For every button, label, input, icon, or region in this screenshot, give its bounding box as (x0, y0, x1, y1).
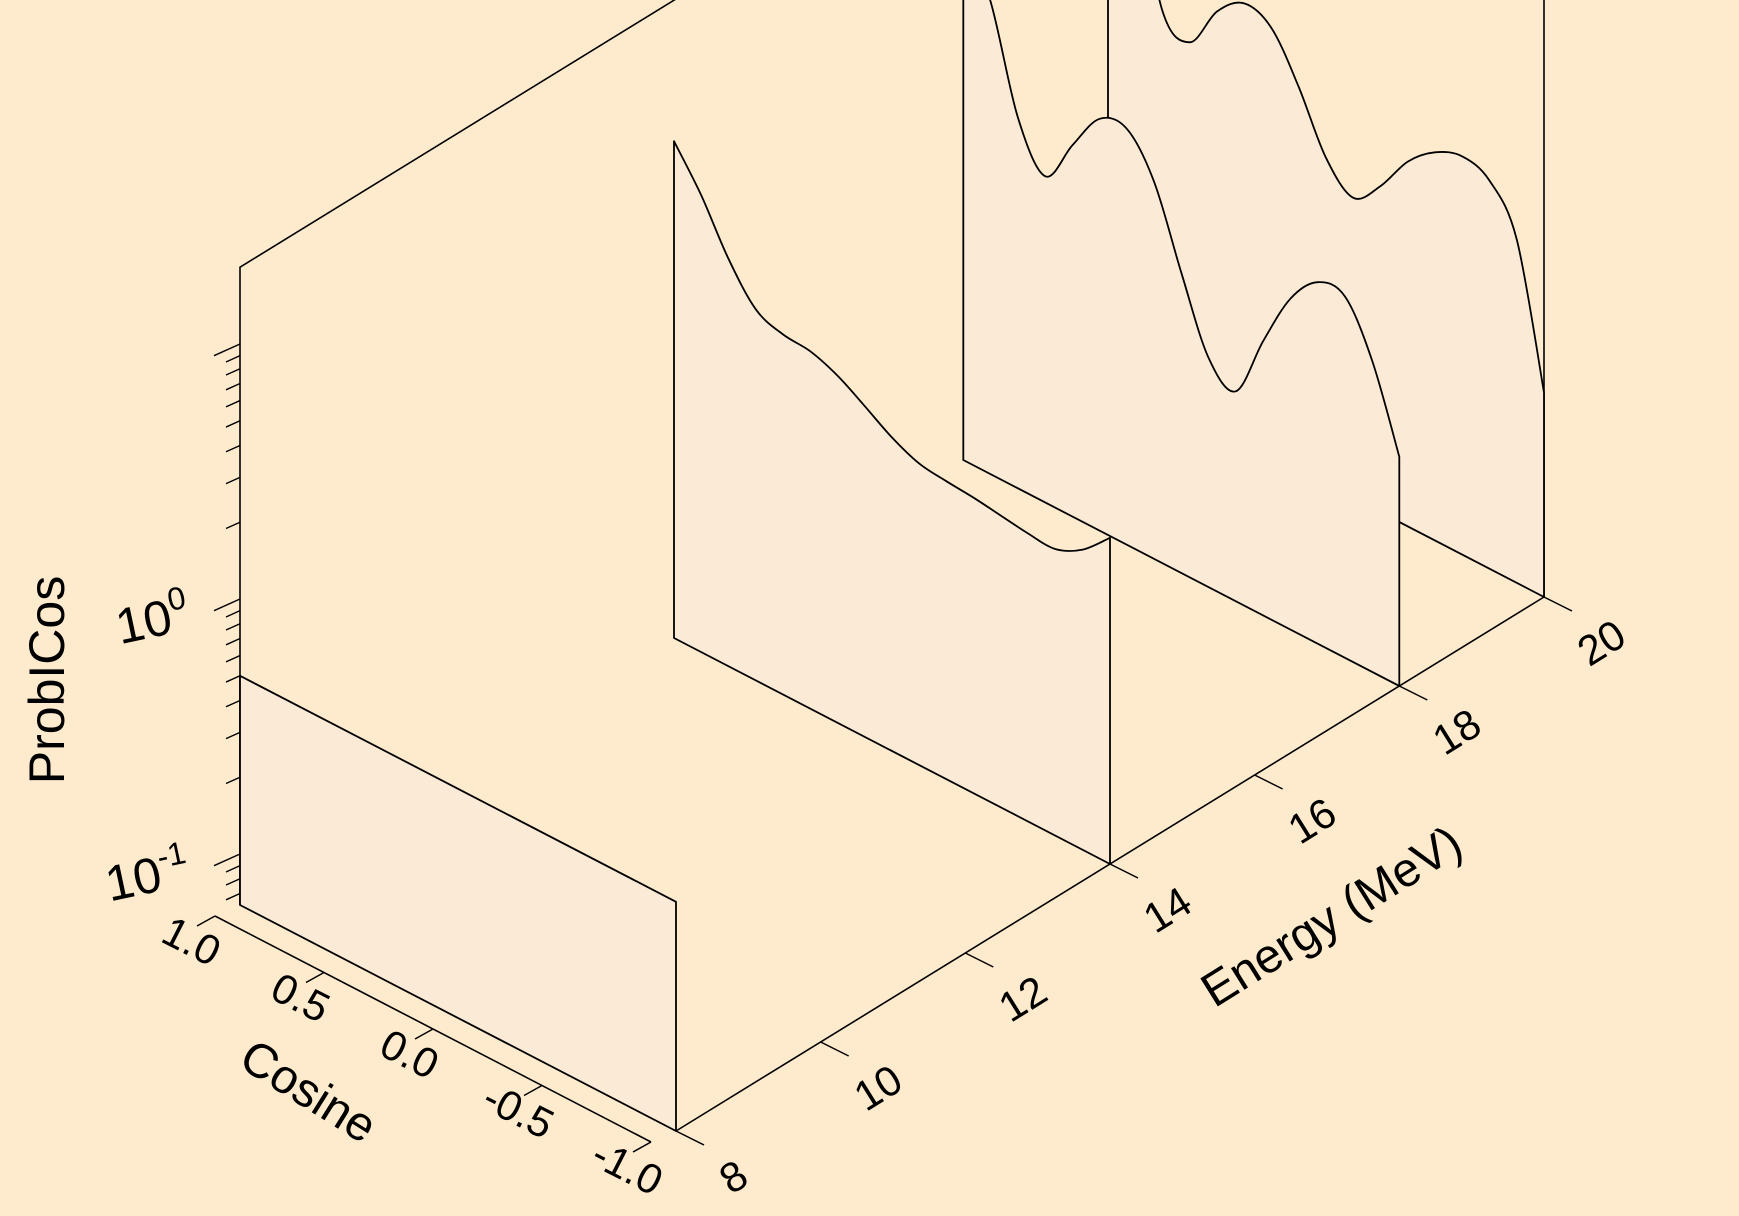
z-tick-base: 10 (100, 846, 166, 912)
z-tick-mark (225, 476, 241, 485)
energy-tick-label: 12 (990, 966, 1055, 1031)
energy-tick-label: 8 (711, 1151, 756, 1203)
energy-tick-label: 16 (1280, 788, 1345, 853)
z-tick-mark (225, 368, 241, 376)
energy-tick-mark (820, 1041, 850, 1057)
energy-tick-mark (1543, 596, 1573, 612)
z-axis-title: ProbICos (19, 576, 75, 784)
energy-tick-mark (1254, 774, 1284, 790)
z-tick-mark (225, 355, 241, 363)
energy-tick-label: 14 (1135, 877, 1200, 942)
series-layer (239, 0, 1545, 1132)
z-tick-base: 10 (111, 589, 177, 655)
z-tick-label: 10-1 (99, 834, 194, 912)
cosine-tick-label: -0.5 (476, 1073, 562, 1148)
cosine-tick-mark (523, 1084, 543, 1097)
series-ribbon-8 (239, 674, 677, 1132)
z-tick-mark (225, 521, 241, 530)
z-tick-mark (225, 654, 241, 663)
y-axis-title: Energy (MeV) (1192, 816, 1471, 1018)
z-tick-mark (225, 892, 241, 901)
z-tick-mark (225, 637, 241, 646)
cosine-tick-mark (305, 971, 325, 984)
z-tick-mark (225, 878, 241, 886)
z-tick-mark (225, 776, 241, 785)
energy-tick-label: 18 (1424, 699, 1489, 764)
z-tick-mark (225, 382, 241, 391)
cosine-tick-mark (196, 915, 216, 927)
energy-tick-mark (675, 1130, 705, 1146)
cosine-tick-mark (632, 1141, 652, 1153)
z-tick-mark (225, 675, 241, 683)
z-axis-ticks (213, 343, 241, 901)
energy-tick-label: 10 (846, 1055, 911, 1120)
energy-tick-label: 20 (1569, 610, 1634, 675)
z-tick-mark (225, 699, 241, 708)
z-tick-mark (213, 853, 241, 867)
z-tick-mark (225, 444, 241, 453)
cosine-tick-label: -1.0 (585, 1130, 671, 1205)
series-ribbon-18 (962, 0, 1401, 687)
energy-tick-mark (1109, 863, 1139, 879)
energy-tick-mark (964, 952, 994, 968)
x-axis-title: Cosine (231, 1030, 386, 1154)
z-tick-mark (225, 610, 241, 618)
z-tick-exponent: -1 (154, 834, 189, 875)
z-tick-mark (225, 865, 241, 873)
base-axes (196, 596, 1573, 1153)
z-tick-mark (225, 623, 241, 631)
z-tick-mark (225, 399, 241, 408)
z-tick-mark (225, 420, 241, 428)
cosine-tick-mark (414, 1028, 434, 1040)
energy-tick-mark (1398, 685, 1428, 701)
z-tick-mark (225, 731, 241, 740)
z-tick-mark (213, 343, 241, 357)
series-ribbon-14 (673, 140, 1111, 865)
z-tick-mark (213, 598, 241, 612)
right-wall-edge (1543, 0, 1545, 597)
z-tick-label: 100 (110, 579, 195, 655)
